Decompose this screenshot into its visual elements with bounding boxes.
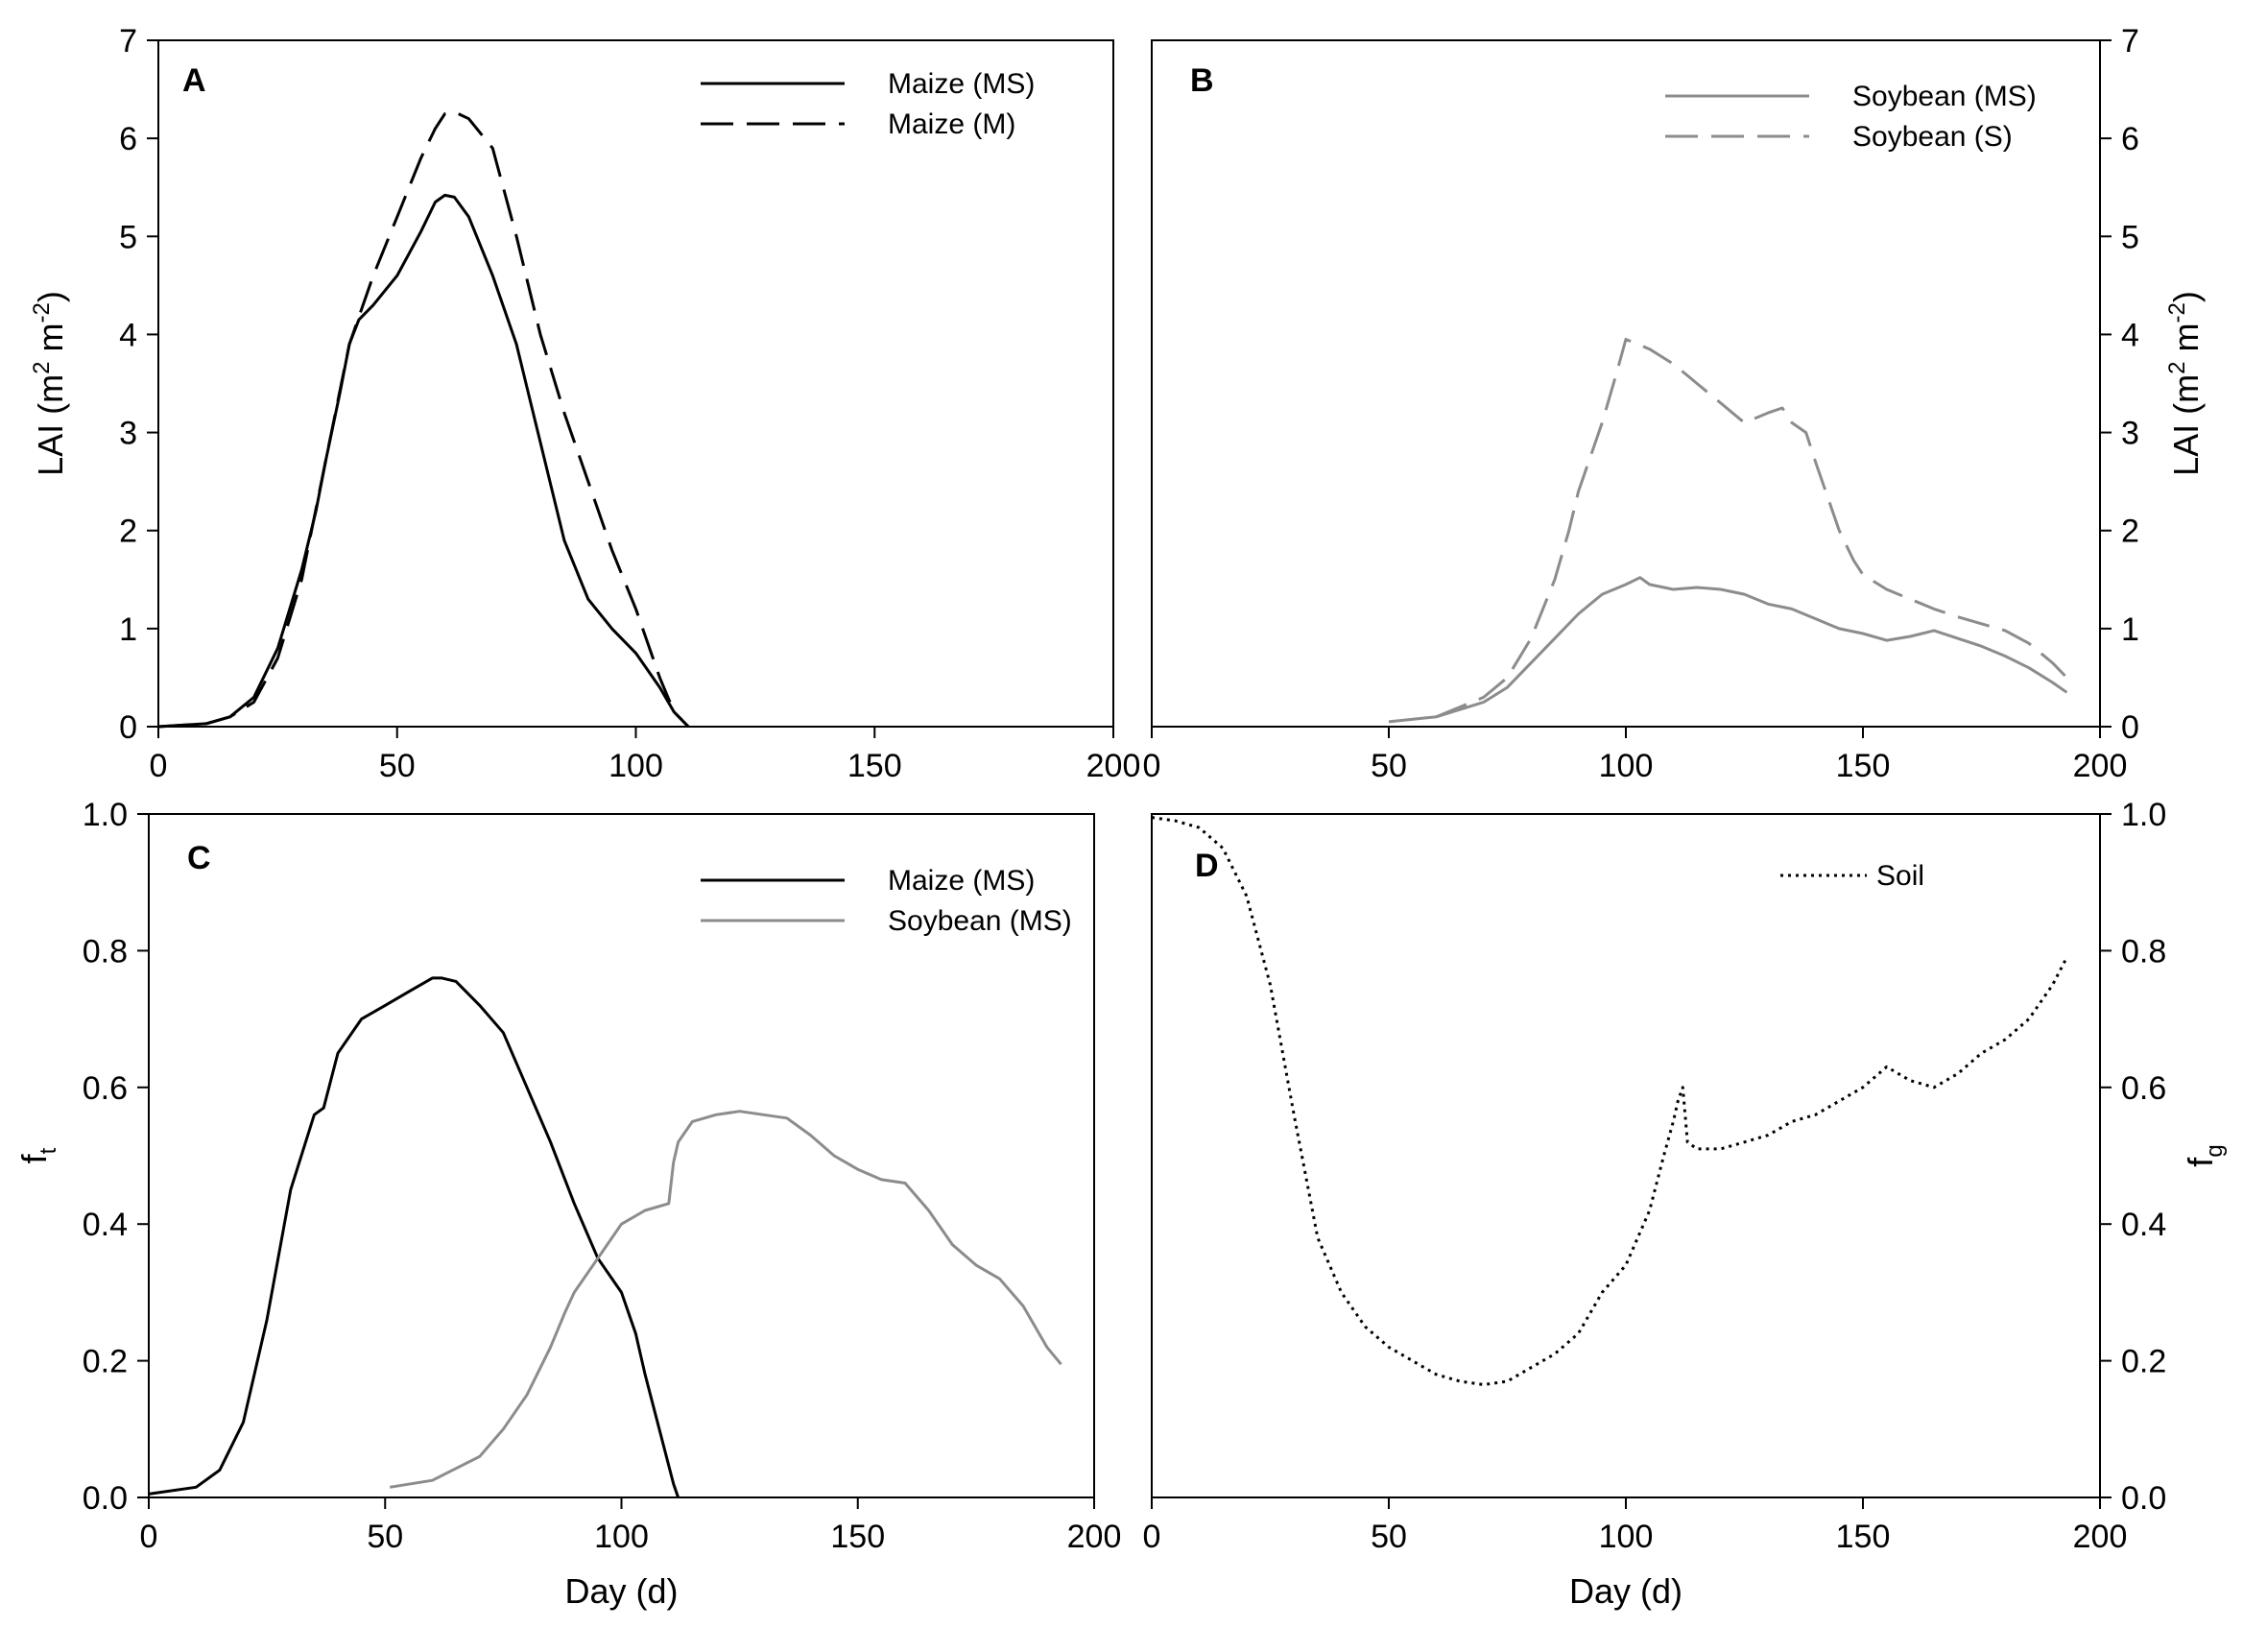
y-tick-label: 6 [119, 121, 137, 157]
series-line-soybean-ms [389, 1110, 1062, 1489]
x-tick-label: 100 [1599, 748, 1654, 784]
legend-label: Soybean (MS) [888, 905, 1072, 937]
series-line-maize-ms [148, 976, 680, 1498]
x-tick-label: 100 [594, 1519, 649, 1555]
x-tick-label: 0 [1143, 1519, 1161, 1555]
x-tick-label: 200 [2073, 748, 2128, 784]
panel-c: 0 50 100 150 200 0.0 0.2 0.4 0.6 0.8 1.0 ft Day (d) C… [14, 797, 1121, 1611]
y-tick-label: 4 [119, 317, 137, 353]
panel-letter: C [187, 840, 211, 876]
x-tick-label: 0 [140, 1519, 158, 1555]
y-tick-label: 0.6 [2121, 1070, 2166, 1107]
y-tick-label: 5 [119, 219, 137, 255]
x-axis-label: Day (d) [1569, 1571, 1682, 1611]
x-tick-label: 50 [379, 748, 416, 784]
series-line-soybean-ms [1388, 576, 2068, 724]
y-tick-label: 0.2 [2121, 1344, 2166, 1380]
y-axis-label: ft [14, 1147, 61, 1163]
y-tick-label: 1 [119, 611, 137, 648]
x-tick-label: 150 [830, 1519, 885, 1555]
plot-frame [157, 39, 1114, 728]
y-tick-label: 0.6 [83, 1070, 128, 1107]
plot-frame [1151, 813, 2101, 1498]
y-tick-label: 0.8 [2121, 933, 2166, 970]
legend-label: Maize (MS) [888, 865, 1035, 897]
x-tick-label: 200 [1086, 748, 1141, 784]
panel-a: 0 50 100 150 200 0 1 2 3 4 5 6 7 LAI (m2 m-2) A Maize (… [29, 23, 1140, 784]
legend-label: Soybean (MS) [1852, 81, 2037, 112]
series-line-maize-ms [157, 193, 690, 729]
x-tick-label: 100 [1599, 1519, 1654, 1555]
y-tick-label: 0.4 [83, 1207, 128, 1243]
y-tick-label: 0.8 [83, 933, 128, 970]
y-axis-label: fg [2181, 1144, 2228, 1166]
y-tick-label: 0.4 [2121, 1207, 2166, 1243]
y-tick-label: 0.0 [2121, 1480, 2166, 1517]
x-tick-label: 100 [608, 748, 663, 784]
series-line-maize-m [157, 110, 690, 729]
y-tick-label: 3 [119, 416, 137, 452]
x-tick-label: 150 [1836, 748, 1891, 784]
y-tick-label: 7 [119, 23, 137, 60]
legend-label: Soybean (S) [1852, 121, 2013, 153]
x-tick-label: 0 [150, 748, 168, 784]
series-line-soil [1151, 816, 2068, 1386]
y-tick-label: 1.0 [2121, 797, 2166, 833]
x-tick-label: 50 [367, 1519, 403, 1555]
y-tick-label: 1 [2121, 611, 2139, 648]
x-tick-label: 200 [1067, 1519, 1122, 1555]
x-tick-label: 50 [1371, 748, 1407, 784]
panel-letter: A [182, 62, 206, 99]
y-axis-label: LAI (m2 m-2) [29, 291, 70, 476]
y-tick-label: 5 [2121, 219, 2139, 255]
y-tick-label: 6 [2121, 121, 2139, 157]
x-tick-label: 50 [1371, 1519, 1407, 1555]
y-tick-label: 7 [2121, 23, 2139, 60]
legend-label: Maize (M) [888, 108, 1015, 140]
legend-label: Maize (MS) [888, 68, 1035, 100]
y-tick-label: 0.2 [83, 1344, 128, 1380]
x-axis-label: Day (d) [564, 1571, 678, 1611]
y-tick-label: 2 [2121, 514, 2139, 550]
x-tick-label: 150 [1836, 1519, 1891, 1555]
y-axis-label: LAI (m2 m-2) [2164, 291, 2206, 476]
legend-label: Soil [1876, 860, 1924, 892]
x-tick-label: 200 [2073, 1519, 2128, 1555]
panel-letter: D [1195, 848, 1219, 884]
y-tick-label: 0 [119, 709, 137, 746]
x-tick-label: 150 [847, 748, 902, 784]
y-tick-label: 0.0 [83, 1480, 128, 1517]
y-tick-label: 1.0 [83, 797, 128, 833]
y-tick-label: 4 [2121, 317, 2139, 353]
y-tick-label: 0 [2121, 709, 2139, 746]
x-tick-label: 0 [1143, 748, 1161, 784]
y-tick-label: 2 [119, 514, 137, 550]
panel-letter: B [1190, 62, 1214, 99]
series-line-soybean-s [1435, 338, 2068, 719]
y-tick-label: 3 [2121, 416, 2139, 452]
